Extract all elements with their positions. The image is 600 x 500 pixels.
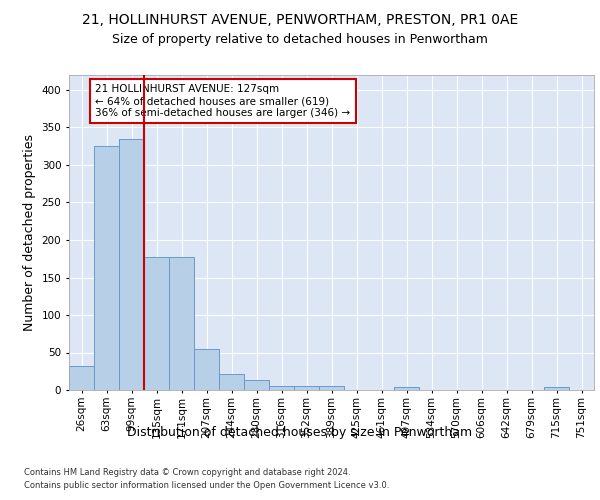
Bar	[194, 349, 219, 390]
Y-axis label: Number of detached properties: Number of detached properties	[23, 134, 36, 331]
Bar	[119, 138, 144, 390]
Bar	[69, 366, 94, 390]
Bar	[144, 256, 169, 390]
Text: Distribution of detached houses by size in Penwortham: Distribution of detached houses by size …	[127, 426, 473, 439]
Bar	[94, 146, 119, 390]
Bar	[544, 387, 569, 390]
Text: 21 HOLLINHURST AVENUE: 127sqm
← 64% of detached houses are smaller (619)
36% of : 21 HOLLINHURST AVENUE: 127sqm ← 64% of d…	[95, 84, 350, 117]
Bar	[319, 386, 344, 390]
Bar	[244, 380, 269, 390]
Bar	[169, 256, 194, 390]
Text: Size of property relative to detached houses in Penwortham: Size of property relative to detached ho…	[112, 32, 488, 46]
Text: 21, HOLLINHURST AVENUE, PENWORTHAM, PRESTON, PR1 0AE: 21, HOLLINHURST AVENUE, PENWORTHAM, PRES…	[82, 12, 518, 26]
Bar	[294, 386, 319, 390]
Bar	[394, 387, 419, 390]
Bar	[219, 374, 244, 390]
Text: Contains HM Land Registry data © Crown copyright and database right 2024.: Contains HM Land Registry data © Crown c…	[24, 468, 350, 477]
Bar	[269, 386, 294, 390]
Text: Contains public sector information licensed under the Open Government Licence v3: Contains public sector information licen…	[24, 482, 389, 490]
